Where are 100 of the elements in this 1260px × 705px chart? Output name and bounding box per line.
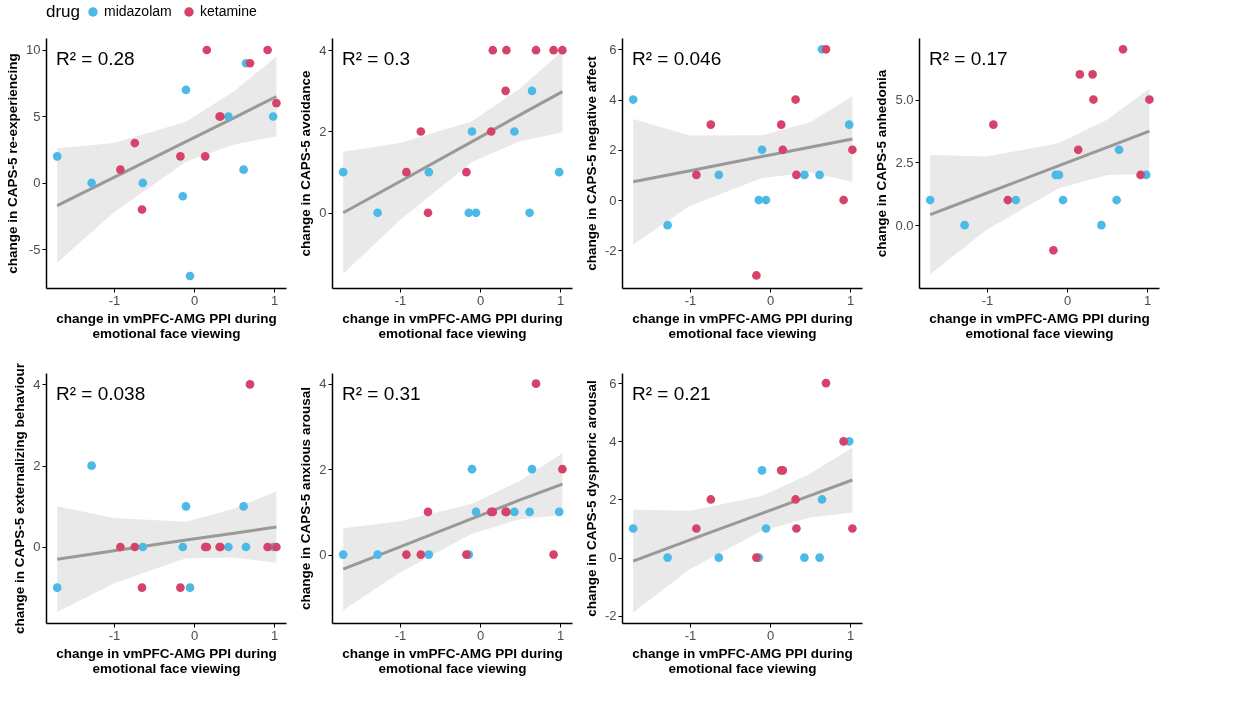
point xyxy=(424,167,434,177)
point xyxy=(714,553,724,562)
x-tick-label: 0 xyxy=(476,292,485,308)
point xyxy=(202,45,212,55)
point xyxy=(224,542,233,552)
point xyxy=(792,170,801,180)
point xyxy=(558,45,567,55)
point xyxy=(488,45,498,55)
y-tick-label: 6 xyxy=(609,41,617,57)
point xyxy=(1136,170,1145,180)
point xyxy=(815,170,824,180)
x-tick-label: -1 xyxy=(684,292,697,308)
y-tick-label: 2 xyxy=(33,458,41,474)
x-axis-title: change in vmPFC-AMG PPI during emotional face viewing xyxy=(929,310,1150,341)
y-axis-title: change in CAPS-5 avoidance xyxy=(298,69,314,257)
point xyxy=(239,502,248,511)
point xyxy=(821,378,831,388)
point xyxy=(554,167,564,177)
x-tick-label: 0 xyxy=(766,292,775,308)
line-series xyxy=(341,90,564,215)
y-axis-title: change in CAPS-5 negative affect xyxy=(583,55,599,271)
point xyxy=(510,127,519,136)
x-axis-title: change in vmPFC-AMG PPI during emotional face viewing xyxy=(56,310,277,341)
annotation: R² = 0.21 xyxy=(632,383,711,404)
x-tick-label: 0 xyxy=(190,627,199,643)
y-tick-label: 4 xyxy=(319,376,327,392)
legend-title: drug xyxy=(46,2,81,21)
point xyxy=(839,436,848,446)
point xyxy=(471,208,481,218)
point xyxy=(467,127,477,136)
point xyxy=(178,191,188,201)
point xyxy=(1073,145,1083,155)
point xyxy=(402,167,411,177)
point xyxy=(800,553,809,562)
point xyxy=(52,583,62,592)
point xyxy=(181,502,191,511)
point xyxy=(628,524,638,533)
x-tick-label: 0 xyxy=(1063,292,1072,308)
line-series xyxy=(631,478,854,563)
y-tick-label: 2 xyxy=(609,142,617,158)
y-tick-label: 5.0 xyxy=(895,92,914,108)
x-tick-label: -1 xyxy=(394,292,407,308)
y-tick-label: 2 xyxy=(319,461,327,477)
y-axis-title: change in CAPS-5 re-experiencing xyxy=(5,53,21,274)
line-series xyxy=(55,525,278,561)
point xyxy=(87,461,96,470)
point xyxy=(245,58,255,68)
point xyxy=(1145,95,1154,104)
point xyxy=(848,145,857,155)
y-tick-label: 2 xyxy=(319,124,327,139)
point xyxy=(989,120,998,129)
legend-label: ketamine xyxy=(200,3,258,19)
y-tick-label: 2.5 xyxy=(895,154,914,170)
point xyxy=(848,524,857,533)
point xyxy=(338,550,348,559)
y-axis-title: change in CAPS-5 anxious arousal xyxy=(298,387,314,610)
point xyxy=(416,550,426,559)
point xyxy=(800,170,809,180)
point xyxy=(525,507,534,517)
point xyxy=(272,542,281,552)
annotation: R² = 0.28 xyxy=(56,48,135,69)
y-axis-title: change in CAPS-5 externalizing behaviour xyxy=(12,362,28,634)
point xyxy=(462,167,471,177)
point xyxy=(757,466,767,475)
annotation: R² = 0.3 xyxy=(342,48,411,69)
line-series xyxy=(928,129,1151,217)
point xyxy=(486,127,496,136)
point xyxy=(224,112,233,121)
point xyxy=(130,138,140,148)
annotation: R² = 0.046 xyxy=(632,48,722,69)
point xyxy=(663,220,672,230)
point xyxy=(706,495,716,504)
point xyxy=(531,379,541,389)
point xyxy=(714,170,724,180)
point xyxy=(176,152,185,161)
point xyxy=(373,208,382,218)
y-tick-label: 0 xyxy=(33,175,41,191)
line-series xyxy=(631,137,854,184)
point xyxy=(792,524,801,533)
x-tick-label: 1 xyxy=(556,627,565,643)
point xyxy=(960,220,969,230)
point xyxy=(817,495,827,504)
y-tick-label: -2 xyxy=(604,608,617,624)
annotation: R² = 0.038 xyxy=(56,383,146,404)
x-tick-label: 1 xyxy=(556,292,565,308)
y-tick-label: -5 xyxy=(28,241,41,257)
point xyxy=(52,152,62,161)
x-axis-title: change in vmPFC-AMG PPI during emotional face viewing xyxy=(342,310,563,341)
point xyxy=(815,553,824,562)
point xyxy=(467,464,477,474)
point xyxy=(263,45,272,55)
point xyxy=(525,208,534,218)
x-tick-label: 0 xyxy=(476,627,485,643)
point xyxy=(1112,195,1121,205)
point xyxy=(1003,195,1013,205)
x-axis-title: change in vmPFC-AMG PPI during emotional face viewing xyxy=(56,645,277,676)
point xyxy=(138,542,148,552)
point xyxy=(844,120,854,129)
y-axis-title: change in CAPS-5 dysphoric arousal xyxy=(583,380,599,617)
point xyxy=(176,583,185,592)
